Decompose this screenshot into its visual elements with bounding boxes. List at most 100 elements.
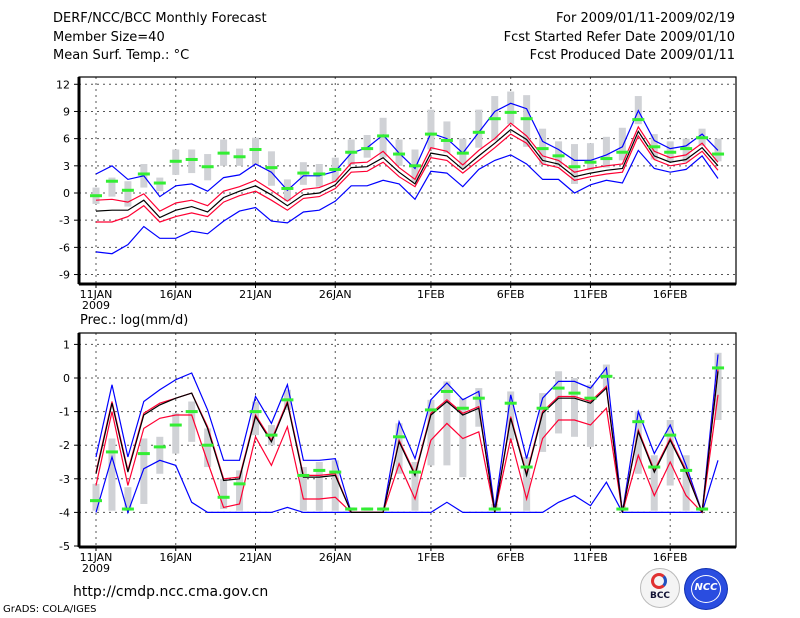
observed-marker	[504, 401, 517, 405]
x-tick-label: 21JAN	[239, 551, 272, 564]
range-bar	[523, 456, 531, 511]
observed-marker	[90, 499, 102, 503]
observed-marker	[281, 186, 294, 190]
observed-marker	[696, 507, 709, 511]
bcc-logo: BCC	[640, 568, 680, 608]
y-tick-label: -9	[59, 269, 70, 282]
y-tick-label: -3	[59, 473, 70, 486]
observed-marker	[361, 507, 374, 511]
series-upper-line	[95, 122, 719, 212]
range-bar	[315, 462, 323, 511]
range-bar	[108, 177, 116, 197]
source-url[interactable]: http://cmdp.ncc.cma.gov.cn	[73, 584, 269, 600]
observed-marker	[440, 138, 453, 142]
observed-marker	[233, 482, 246, 486]
x-tick-label: 16FEB	[653, 551, 688, 564]
range-bar	[539, 128, 547, 165]
observed-marker	[377, 134, 390, 138]
range-bar	[108, 438, 116, 511]
range-bar	[571, 378, 578, 437]
observed-marker	[632, 420, 645, 424]
bcc-logo-text: BCC	[649, 591, 671, 601]
range-bar	[140, 438, 148, 504]
x-tick-label: 26JAN	[319, 551, 352, 564]
range-bar	[555, 371, 563, 434]
range-bar	[395, 423, 403, 474]
forecast-period: For 2009/01/11-2009/02/19	[556, 11, 735, 26]
range-bar	[188, 401, 196, 442]
observed-marker	[169, 423, 182, 427]
observed-marker	[329, 167, 342, 171]
observed-marker	[249, 148, 262, 152]
observed-marker	[281, 398, 294, 402]
observed-marker	[313, 172, 326, 176]
range-bar	[124, 181, 132, 207]
observed-marker	[329, 470, 342, 474]
observed-marker	[137, 452, 150, 456]
ncc-logo-text: NCC	[694, 582, 718, 593]
observed-marker	[584, 396, 597, 400]
range-bar	[634, 411, 642, 474]
range-bar	[618, 127, 626, 161]
range-bar	[411, 462, 419, 511]
observed-marker	[536, 406, 549, 410]
range-bar	[539, 393, 547, 452]
range-bar	[427, 399, 435, 466]
y-tick-label: 6	[63, 133, 70, 146]
range-bar	[299, 467, 307, 511]
observed-marker	[600, 157, 613, 161]
observed-marker	[600, 374, 613, 378]
range-bar	[586, 384, 594, 447]
precip-title: Prec.: log(mm/d)	[80, 313, 189, 328]
y-tick-label: -6	[59, 241, 70, 254]
observed-marker	[456, 406, 469, 410]
observed-marker	[409, 164, 421, 168]
year-label: 2009	[82, 299, 110, 312]
y-tick-label: 12	[56, 78, 70, 91]
observed-marker	[568, 165, 581, 169]
observed-marker	[504, 110, 517, 114]
observed-marker	[137, 172, 150, 176]
observed-marker	[169, 159, 182, 163]
range-bar	[188, 149, 196, 174]
x-tick-label: 6FEB	[497, 288, 525, 301]
range-bar	[363, 135, 371, 158]
range-bar	[571, 144, 578, 184]
temp-chart: 12 9 6 3 0 -3 -6 -9 11JAN 16JAN 21JAN 26JAN 1FEB 6FEB…	[56, 76, 737, 312]
observed-marker	[377, 507, 390, 511]
observed-marker	[409, 470, 421, 474]
series-min-line	[95, 149, 719, 255]
range-bar	[204, 428, 212, 468]
range-bar	[507, 91, 515, 125]
x-tick-label: 21JAN	[239, 288, 272, 301]
observed-marker	[153, 181, 166, 185]
series-min-line	[95, 454, 719, 515]
observed-marker	[456, 151, 469, 155]
observed-marker	[233, 155, 246, 159]
observed-marker	[121, 188, 134, 192]
series-mean-line	[95, 128, 719, 219]
observed-marker	[568, 391, 581, 395]
y-tick-label: -1	[59, 406, 70, 419]
range-bar	[666, 420, 674, 486]
grads-credit: GrADS: COLA/IGES	[3, 604, 97, 615]
observed-marker	[488, 117, 501, 121]
range-bar	[220, 478, 228, 510]
observed-marker	[393, 152, 406, 156]
y-tick-label: 9	[63, 105, 70, 118]
range-bar	[236, 470, 244, 511]
observed-marker	[217, 151, 230, 155]
observed-marker	[680, 468, 693, 472]
observed-marker	[345, 150, 358, 154]
x-tick-label: 1FEB	[417, 551, 445, 564]
observed-marker	[520, 117, 533, 121]
y-tick-label: 0	[63, 372, 70, 385]
range-bar	[331, 460, 339, 511]
observed-marker	[153, 445, 166, 449]
observed-marker	[105, 179, 118, 183]
range-bar	[650, 455, 658, 511]
observed-marker	[552, 386, 565, 390]
y-tick-label: 3	[63, 160, 70, 173]
x-tick-label: 16JAN	[159, 288, 192, 301]
